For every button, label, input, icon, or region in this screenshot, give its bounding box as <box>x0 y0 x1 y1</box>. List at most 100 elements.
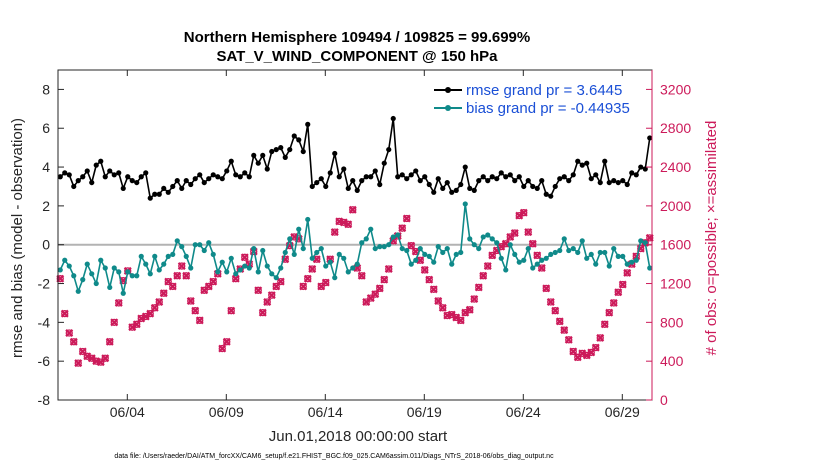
obs-assimilated-point <box>461 308 470 317</box>
obs-possible-point <box>254 286 262 294</box>
rmse-point <box>462 164 468 170</box>
bias-point <box>615 253 621 259</box>
bias-point <box>548 251 554 258</box>
rmse-point <box>219 176 225 182</box>
series-bias <box>57 201 653 296</box>
series-obs-assimilated <box>56 205 654 368</box>
rmse-point <box>399 172 405 178</box>
bias-point <box>503 267 509 273</box>
bias-point <box>584 255 590 261</box>
rmse-point <box>323 183 329 190</box>
obs-assimilated-point <box>191 306 200 315</box>
obs-assimilated-point <box>128 323 137 332</box>
rmse-point <box>363 174 369 180</box>
rmse-point <box>404 176 410 182</box>
bias-point <box>638 238 644 244</box>
obs-possible-point <box>538 264 546 272</box>
bias-point <box>381 244 387 250</box>
obs-assimilated-point <box>425 275 434 284</box>
obs-possible-point <box>371 290 379 298</box>
bias-point <box>165 253 171 259</box>
rmse-point <box>215 174 221 180</box>
rmse-point <box>84 168 90 174</box>
bias-point <box>413 257 419 263</box>
obs-assimilated-point <box>470 295 479 304</box>
obs-assimilated-point <box>186 297 195 305</box>
obs-possible-point <box>425 275 433 284</box>
y-tick-label-right: 1200 <box>660 276 691 292</box>
chart-title-line1: Northern Hemisphere 109494 / 109825 = 99… <box>184 29 530 46</box>
bias-point <box>386 242 392 248</box>
rmse-point <box>530 183 536 190</box>
bias-point <box>215 269 221 275</box>
obs-assimilated-point <box>623 268 632 277</box>
rmse-point <box>593 172 599 178</box>
y-tick-label-left: 6 <box>42 120 50 136</box>
bias-point <box>179 244 185 250</box>
bias-point <box>134 273 140 279</box>
rmse-point <box>489 174 495 180</box>
obs-assimilated-point <box>101 354 110 363</box>
bias-point <box>606 263 612 269</box>
rmse-point <box>287 146 293 153</box>
bias-point <box>404 247 410 254</box>
obs-possible-point <box>479 272 487 280</box>
obs-possible-point <box>592 343 600 352</box>
obs-possible-point <box>218 344 226 353</box>
obs-possible-point <box>542 284 550 293</box>
obs-assimilated-point <box>402 214 411 223</box>
rmse-point <box>75 178 81 184</box>
obs-assimilated-point <box>339 218 348 227</box>
obs-possible-point <box>173 272 181 280</box>
obs-possible-point <box>191 307 199 315</box>
obs-assimilated-point <box>537 264 546 272</box>
obs-possible-point <box>160 289 168 297</box>
obs-assimilated-point <box>182 271 191 280</box>
obs-assimilated-point <box>74 359 83 368</box>
obs-assimilated-point <box>222 337 231 346</box>
obs-possible-point <box>623 269 631 277</box>
rmse-point <box>260 152 266 159</box>
bias-point <box>147 271 153 277</box>
rmse-point <box>494 176 500 182</box>
x-tick-label: 06/19 <box>407 404 442 420</box>
legend-box <box>430 80 644 120</box>
y-tick-label-left: 8 <box>42 81 50 97</box>
bias-point <box>282 249 288 256</box>
bias-point <box>138 253 144 259</box>
obs-possible-point <box>223 338 231 346</box>
obs-assimilated-point <box>231 274 240 283</box>
rmse-point <box>566 178 572 184</box>
legend-bias-label: bias grand pr = -0.44935 <box>466 100 630 117</box>
bias-point <box>66 263 72 269</box>
bias-point <box>647 265 653 271</box>
obs-possible-point <box>268 291 276 299</box>
rmse-point <box>188 181 194 188</box>
obs-assimilated-point <box>528 239 537 248</box>
rmse-point <box>201 179 207 186</box>
bias-point <box>593 261 599 267</box>
data-file-footnote: data file: /Users/raeder/DAI/ATM_forcXX/… <box>114 453 554 460</box>
bias-point <box>435 244 441 250</box>
rmse-point <box>170 183 176 190</box>
obs-possible-point <box>61 309 69 318</box>
obs-possible-point <box>241 253 249 261</box>
rmse-point <box>620 178 626 184</box>
obs-assimilated-point <box>159 289 168 298</box>
rmse-point <box>66 172 72 178</box>
obs-possible-point <box>614 288 622 296</box>
rmse-point <box>345 185 351 192</box>
rmse-point <box>341 166 347 172</box>
obs-assimilated-point <box>429 285 438 294</box>
obs-possible-point <box>439 304 447 312</box>
obs-assimilated-point <box>357 271 366 280</box>
bias-point <box>89 271 95 277</box>
obs-possible-point <box>574 353 582 361</box>
rmse-point <box>507 172 513 178</box>
obs-possible-point <box>304 275 312 283</box>
obs-assimilated-point <box>551 306 560 315</box>
obs-possible-point <box>151 304 159 312</box>
bias-point <box>278 265 284 271</box>
rmse-point <box>179 185 185 192</box>
obs-assimilated-point <box>447 310 456 319</box>
